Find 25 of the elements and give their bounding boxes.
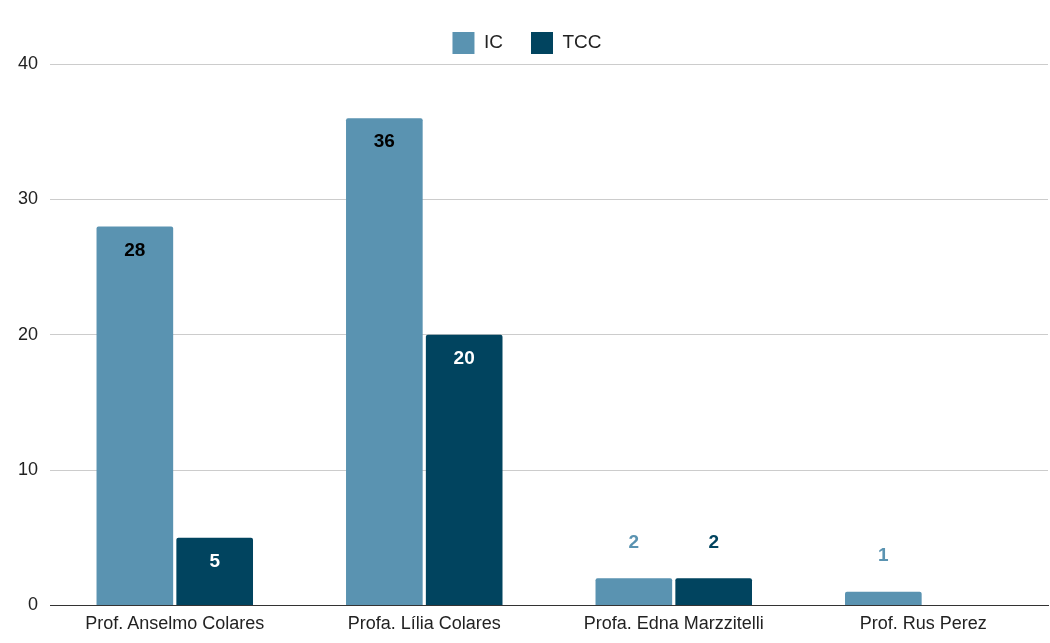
y-tick-label: 20 [17, 323, 39, 344]
y-tick-label: 10 [17, 459, 39, 480]
y-tick-label: 30 [17, 188, 39, 209]
x-tick-label: Profa. Edna Marzzitelli [583, 613, 764, 634]
data-label: 1 [878, 544, 890, 566]
bar [425, 334, 503, 605]
data-label: 2 [628, 530, 640, 552]
data-label: 28 [124, 238, 146, 260]
bar [845, 591, 922, 605]
bar [176, 537, 254, 605]
x-tick-label: Prof. Anselmo Colares [85, 613, 265, 634]
y-tick-label: 40 [17, 52, 39, 73]
data-label: 5 [209, 549, 221, 571]
bar [595, 578, 673, 605]
data-label: 20 [453, 346, 475, 368]
legend-label: IC [483, 31, 503, 53]
x-tick-label: Profa. Lília Colares [347, 613, 501, 634]
data-label: 2 [708, 530, 719, 552]
bar [346, 118, 423, 605]
legend-label: TCC [562, 31, 602, 53]
bar [675, 578, 752, 605]
x-tick-label: Prof. Rus Perez [859, 613, 987, 634]
y-tick-label: 0 [28, 594, 39, 615]
bar [96, 226, 174, 605]
data-label: 36 [373, 130, 395, 152]
